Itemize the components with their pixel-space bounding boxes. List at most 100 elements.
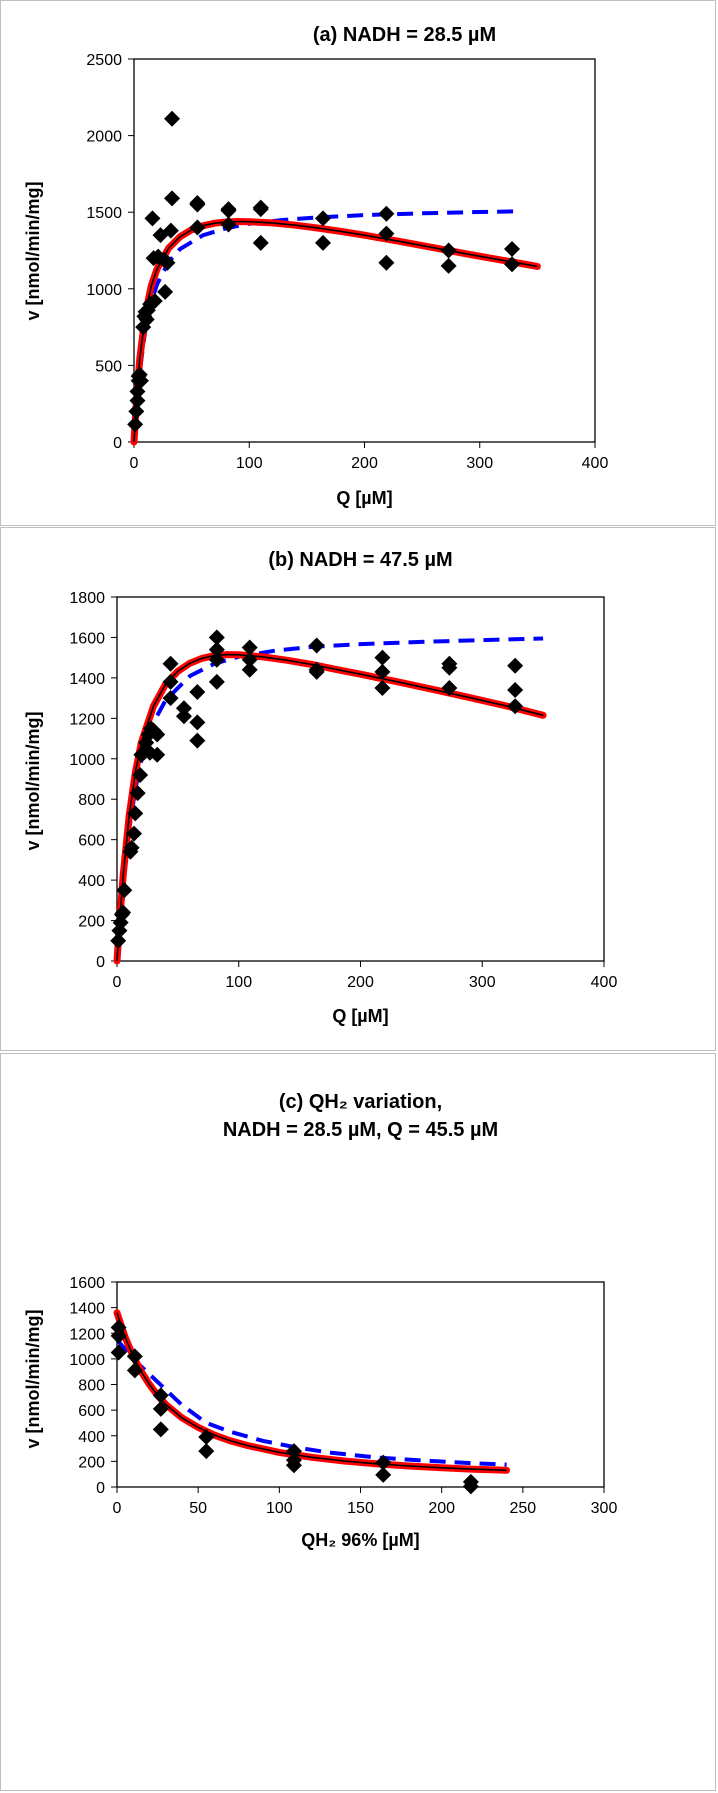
- y-axis-label-a: v [nmol/min/mg]: [23, 182, 43, 321]
- data-point: [129, 785, 146, 802]
- y-tick-label: 600: [78, 1403, 105, 1420]
- data-point: [208, 629, 225, 646]
- data-point: [175, 700, 192, 717]
- data-point: [126, 825, 143, 842]
- y-tick-label: 1500: [86, 205, 122, 222]
- data-point: [285, 1443, 302, 1460]
- data-point: [152, 1421, 169, 1438]
- data-point: [285, 1452, 302, 1469]
- plot-area-b: [116, 596, 605, 962]
- chart-title-b: (b) NADH = 47.5 µM: [268, 549, 452, 571]
- x-tick-label: 300: [466, 455, 493, 472]
- y-tick-label: 1200: [69, 1326, 105, 1343]
- data-point: [164, 110, 181, 127]
- data-point: [308, 661, 325, 678]
- y-tick-label: 1000: [69, 1352, 105, 1369]
- plot-area-a: [133, 58, 596, 443]
- y-tick-label: 0: [96, 1480, 105, 1497]
- data-point: [252, 234, 269, 251]
- x-axis-label-b: Q [µM]: [332, 1006, 388, 1026]
- data-point: [164, 190, 181, 207]
- data-point: [126, 1362, 143, 1379]
- data-point: [375, 1466, 392, 1483]
- x-tick-label: 200: [347, 974, 374, 991]
- chart-subtitle-c: NADH = 28.5 µM, Q = 45.5 µM: [223, 1119, 498, 1141]
- x-tick-label: 100: [236, 455, 263, 472]
- data-point: [198, 1429, 215, 1446]
- y-tick-label: 800: [78, 792, 105, 809]
- data-point: [208, 641, 225, 658]
- data-point: [374, 649, 391, 666]
- y-tick-label: 1600: [69, 1275, 105, 1292]
- data-point: [115, 904, 132, 921]
- data-point: [128, 403, 145, 420]
- y-axis-label-b: v [nmol/min/mg]: [23, 712, 43, 851]
- data-point: [152, 1400, 169, 1417]
- data-point: [149, 746, 166, 763]
- data-point: [162, 222, 179, 239]
- data-point: [152, 1387, 169, 1404]
- x-tick-label: 150: [347, 1500, 374, 1517]
- data-point: [378, 205, 395, 222]
- data-point: [378, 225, 395, 242]
- data-point: [241, 661, 258, 678]
- data-point: [252, 199, 269, 216]
- chart-panel-a: (a) NADH = 28.5 µM 0 100 200 300 400 0 500 1000 1…: [0, 0, 716, 526]
- data-point: [208, 651, 225, 668]
- x-tick-label: 300: [469, 974, 496, 991]
- data-point: [159, 254, 176, 271]
- y-tick-label: 1600: [69, 630, 105, 647]
- data-point: [132, 766, 149, 783]
- y-tick-label: 200: [78, 914, 105, 931]
- data-point: [374, 663, 391, 680]
- x-tick-label: 300: [591, 1500, 618, 1517]
- y-axis-label-c: v [nmol/min/mg]: [23, 1310, 43, 1449]
- x-tick-label: 250: [509, 1500, 536, 1517]
- model-curve-dashed-b: [115, 636, 544, 962]
- data-point: [189, 732, 206, 749]
- data-point: [162, 655, 179, 672]
- chart-title-c: (c) QH₂ variation,: [279, 1091, 442, 1113]
- data-point: [162, 673, 179, 690]
- data-point: [110, 1319, 127, 1336]
- data-point: [374, 680, 391, 696]
- chart-c: (c) QH₂ variation, NADH = 28.5 µM, Q = 45…: [23, 1091, 618, 1550]
- data-point: [127, 805, 144, 822]
- x-tick-label: 0: [113, 974, 122, 991]
- data-point: [189, 714, 206, 731]
- x-axis-label-a: Q [µM]: [336, 488, 392, 508]
- data-point: [123, 839, 140, 856]
- chart-a: (a) NADH = 28.5 µM 0 100 200 300 400 0 500 1000 1…: [23, 24, 608, 508]
- data-point: [241, 639, 258, 656]
- data-point: [504, 240, 521, 257]
- y-tick-label: 2500: [86, 52, 122, 69]
- y-tick-label: 1800: [69, 590, 105, 607]
- chart-panel-c: (c) QH₂ variation, NADH = 28.5 µM, Q = 45…: [0, 1053, 716, 1791]
- data-point: [507, 682, 524, 699]
- data-point: [175, 708, 192, 725]
- y-tick-label: 1000: [86, 282, 122, 299]
- data-point: [308, 637, 325, 654]
- data-point: [440, 257, 457, 274]
- y-tick-label: 1400: [69, 1301, 105, 1318]
- x-tick-label: 50: [189, 1500, 207, 1517]
- data-point: [189, 196, 206, 213]
- data-point: [241, 651, 258, 668]
- data-point: [132, 372, 149, 389]
- y-tick-label: 1000: [69, 752, 105, 769]
- x-tick-label: 100: [225, 974, 252, 991]
- model-curve-red-c: [113, 1309, 511, 1474]
- data-point: [189, 219, 206, 236]
- data-point: [111, 922, 128, 939]
- data-point: [141, 744, 158, 761]
- data-point: [138, 311, 155, 328]
- data-point: [116, 882, 133, 899]
- data-point: [144, 210, 161, 227]
- chart-b: (b) NADH = 47.5 µM 0 100 200 300 400 0 200 400 60…: [23, 549, 617, 1026]
- data-point: [504, 256, 521, 273]
- data-point: [146, 293, 163, 310]
- data-point: [162, 690, 179, 707]
- x-axis-label-c: QH₂ 96% [µM]: [301, 1530, 419, 1550]
- y-tick-label: 600: [78, 833, 105, 850]
- y-tick-label: 1200: [69, 711, 105, 728]
